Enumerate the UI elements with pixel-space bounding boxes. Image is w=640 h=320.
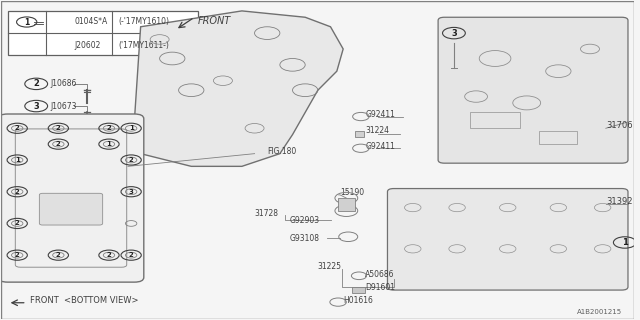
Text: 2: 2 xyxy=(15,252,20,258)
Bar xyxy=(352,287,365,292)
Text: (-'17MY1610): (-'17MY1610) xyxy=(118,17,170,26)
Text: 31225: 31225 xyxy=(318,262,342,271)
Bar xyxy=(338,198,355,211)
PathPatch shape xyxy=(134,11,343,166)
Text: J20602: J20602 xyxy=(74,41,100,50)
Text: 3: 3 xyxy=(33,101,39,111)
Text: G92903: G92903 xyxy=(289,216,319,226)
Text: G93108: G93108 xyxy=(289,234,319,243)
Text: A1B2001215: A1B2001215 xyxy=(577,309,621,316)
Text: G92411: G92411 xyxy=(365,110,395,119)
Text: 2: 2 xyxy=(107,125,111,131)
Bar xyxy=(470,112,520,128)
FancyBboxPatch shape xyxy=(0,114,144,282)
FancyBboxPatch shape xyxy=(40,193,102,225)
Text: 2: 2 xyxy=(107,252,111,258)
Text: 1: 1 xyxy=(24,18,29,27)
Text: 2: 2 xyxy=(56,125,61,131)
Text: ('17MY1611-): ('17MY1611-) xyxy=(118,41,170,50)
Text: 15190: 15190 xyxy=(340,188,364,197)
Text: 31728: 31728 xyxy=(255,209,278,218)
FancyBboxPatch shape xyxy=(8,11,198,55)
Text: 2: 2 xyxy=(129,157,134,163)
Text: J10673: J10673 xyxy=(50,101,77,111)
Text: 31224: 31224 xyxy=(365,126,389,135)
Text: 2: 2 xyxy=(56,141,61,147)
Text: J10686: J10686 xyxy=(50,79,77,88)
Text: 1: 1 xyxy=(15,157,20,163)
Text: FRONT: FRONT xyxy=(198,16,231,26)
Text: 31392: 31392 xyxy=(606,197,632,206)
Bar xyxy=(355,131,364,137)
Text: 2: 2 xyxy=(15,125,20,131)
Text: 2: 2 xyxy=(33,79,39,88)
Text: 2: 2 xyxy=(15,189,20,195)
Text: 1: 1 xyxy=(622,238,628,247)
Text: 1: 1 xyxy=(106,141,111,147)
Text: 2: 2 xyxy=(129,252,134,258)
Text: 3: 3 xyxy=(129,189,134,195)
Text: FIG.180: FIG.180 xyxy=(268,147,296,156)
Text: H01616: H01616 xyxy=(343,296,373,305)
Text: 1: 1 xyxy=(129,125,134,131)
Text: 3: 3 xyxy=(451,28,457,38)
FancyBboxPatch shape xyxy=(387,188,628,290)
Text: A50686: A50686 xyxy=(365,270,395,279)
FancyBboxPatch shape xyxy=(438,17,628,163)
Text: 31706: 31706 xyxy=(606,121,632,130)
Text: D91601: D91601 xyxy=(365,283,396,292)
Text: 2: 2 xyxy=(15,220,20,227)
Text: 2: 2 xyxy=(56,252,61,258)
Text: FRONT  <BOTTOM VIEW>: FRONT <BOTTOM VIEW> xyxy=(30,296,138,305)
Bar xyxy=(540,132,577,144)
Text: 0104S*A: 0104S*A xyxy=(74,17,108,26)
Text: G92411: G92411 xyxy=(365,142,395,151)
